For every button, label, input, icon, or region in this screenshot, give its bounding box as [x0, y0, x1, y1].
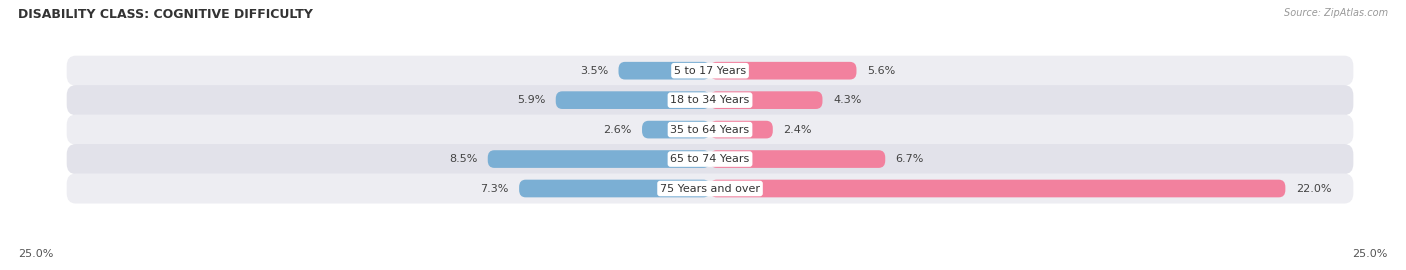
FancyBboxPatch shape — [643, 121, 710, 139]
Text: Source: ZipAtlas.com: Source: ZipAtlas.com — [1284, 8, 1388, 18]
Text: 2.4%: 2.4% — [783, 124, 811, 135]
FancyBboxPatch shape — [710, 91, 823, 109]
FancyBboxPatch shape — [66, 174, 1354, 204]
Text: 25.0%: 25.0% — [18, 249, 53, 259]
Text: 2.6%: 2.6% — [603, 124, 631, 135]
FancyBboxPatch shape — [710, 150, 886, 168]
Text: 18 to 34 Years: 18 to 34 Years — [671, 95, 749, 105]
Text: 75 Years and over: 75 Years and over — [659, 184, 761, 194]
FancyBboxPatch shape — [488, 150, 710, 168]
Text: 5 to 17 Years: 5 to 17 Years — [673, 66, 747, 76]
Text: DISABILITY CLASS: COGNITIVE DIFFICULTY: DISABILITY CLASS: COGNITIVE DIFFICULTY — [18, 8, 314, 21]
Text: 7.3%: 7.3% — [481, 184, 509, 194]
Text: 5.6%: 5.6% — [868, 66, 896, 76]
FancyBboxPatch shape — [710, 62, 856, 80]
Text: 5.9%: 5.9% — [517, 95, 546, 105]
Text: 65 to 74 Years: 65 to 74 Years — [671, 154, 749, 164]
Text: 8.5%: 8.5% — [449, 154, 477, 164]
FancyBboxPatch shape — [710, 180, 1285, 197]
FancyBboxPatch shape — [66, 114, 1354, 145]
FancyBboxPatch shape — [66, 56, 1354, 86]
Text: 35 to 64 Years: 35 to 64 Years — [671, 124, 749, 135]
Text: 25.0%: 25.0% — [1353, 249, 1388, 259]
Text: 3.5%: 3.5% — [579, 66, 607, 76]
Text: 4.3%: 4.3% — [832, 95, 862, 105]
FancyBboxPatch shape — [66, 144, 1354, 174]
FancyBboxPatch shape — [710, 121, 773, 139]
FancyBboxPatch shape — [619, 62, 710, 80]
FancyBboxPatch shape — [555, 91, 710, 109]
FancyBboxPatch shape — [66, 85, 1354, 115]
FancyBboxPatch shape — [519, 180, 710, 197]
Text: 6.7%: 6.7% — [896, 154, 924, 164]
Text: 22.0%: 22.0% — [1296, 184, 1331, 194]
